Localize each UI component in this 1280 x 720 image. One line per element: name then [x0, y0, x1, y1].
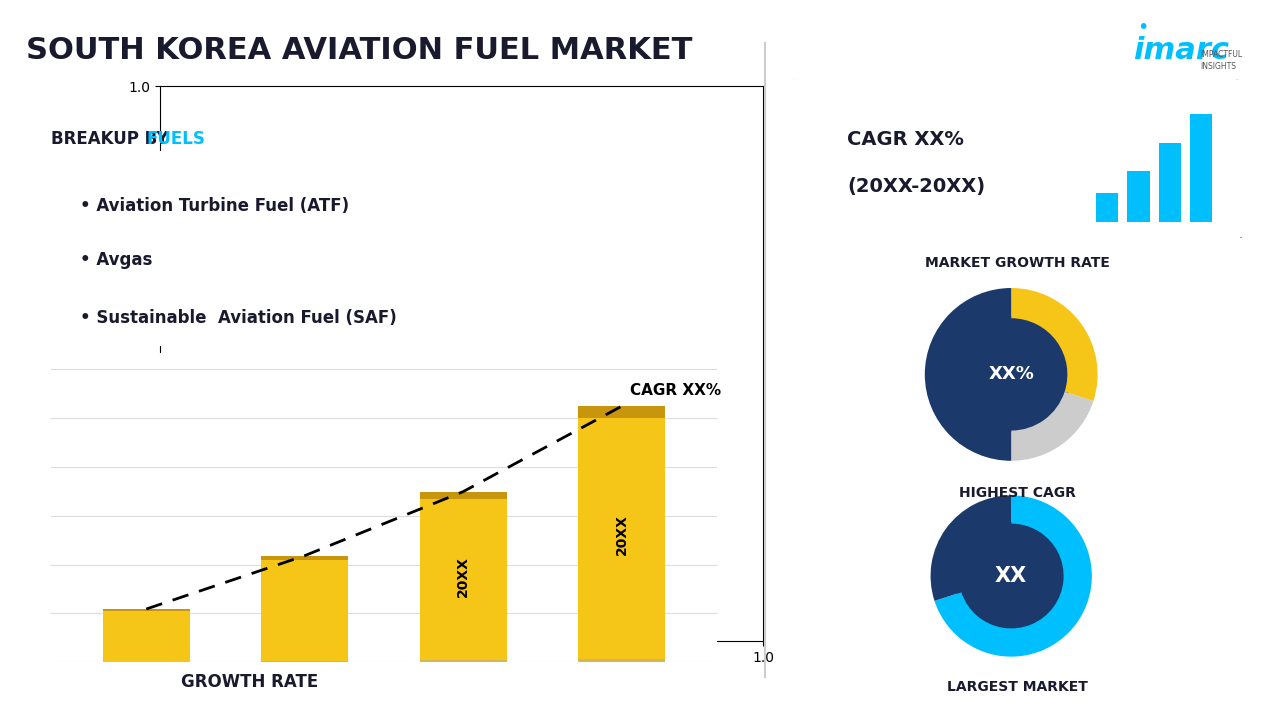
- Text: (20XX-20XX): (20XX-20XX): [847, 177, 986, 197]
- Bar: [102, 609, 189, 662]
- FancyBboxPatch shape: [957, 522, 1065, 630]
- Text: • Sustainable  Aviation Fuel (SAF): • Sustainable Aviation Fuel (SAF): [79, 310, 397, 328]
- FancyBboxPatch shape: [10, 145, 750, 354]
- Text: FUELS: FUELS: [147, 130, 206, 148]
- Bar: [261, 556, 348, 560]
- Text: •: •: [1137, 18, 1148, 37]
- Text: XX: XX: [995, 566, 1028, 586]
- FancyBboxPatch shape: [954, 317, 1069, 432]
- Text: CAGR XX%: CAGR XX%: [630, 383, 721, 398]
- Text: SOUTH KOREA AVIATION FUEL MARKET: SOUTH KOREA AVIATION FUEL MARKET: [26, 36, 692, 65]
- Text: imarc: imarc: [1133, 36, 1229, 65]
- FancyBboxPatch shape: [781, 78, 1251, 239]
- Bar: [1128, 171, 1149, 222]
- Text: MARKET GROWTH RATE: MARKET GROWTH RATE: [925, 256, 1110, 269]
- Text: BREAKUP BY: BREAKUP BY: [51, 130, 174, 148]
- Wedge shape: [924, 288, 1011, 461]
- Wedge shape: [934, 495, 1092, 657]
- Bar: [420, 660, 507, 662]
- Text: IMPACTFUL
INSIGHTS: IMPACTFUL INSIGHTS: [1201, 50, 1243, 71]
- Bar: [102, 609, 189, 611]
- Bar: [1190, 114, 1212, 222]
- Bar: [579, 659, 666, 662]
- Bar: [1158, 143, 1181, 222]
- Text: • Avgas: • Avgas: [79, 251, 152, 269]
- Wedge shape: [931, 495, 1011, 601]
- Text: XX%: XX%: [988, 365, 1034, 383]
- Wedge shape: [1011, 392, 1093, 461]
- Wedge shape: [1011, 288, 1097, 401]
- Text: LARGEST MARKET: LARGEST MARKET: [947, 680, 1088, 694]
- Text: 20XX: 20XX: [456, 557, 470, 598]
- Bar: [261, 556, 348, 662]
- Bar: [420, 492, 507, 662]
- Text: 20XX: 20XX: [614, 514, 628, 554]
- Bar: [579, 406, 666, 418]
- Bar: [579, 406, 666, 662]
- Text: • Aviation Turbine Fuel (ATF): • Aviation Turbine Fuel (ATF): [79, 197, 349, 215]
- Text: HIGHEST CAGR: HIGHEST CAGR: [959, 486, 1076, 500]
- Bar: [420, 492, 507, 499]
- Bar: [261, 661, 348, 662]
- Bar: [1096, 193, 1119, 222]
- Text: GROWTH RATE: GROWTH RATE: [180, 673, 319, 691]
- Text: CAGR XX%: CAGR XX%: [847, 130, 964, 149]
